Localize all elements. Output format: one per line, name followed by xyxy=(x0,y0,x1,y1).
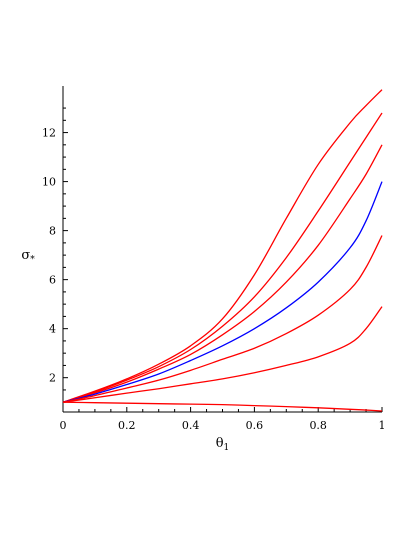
x-tick-label: 0.2 xyxy=(118,419,136,432)
x-tick-label: 0.8 xyxy=(309,419,327,432)
y-tick-label: 8 xyxy=(49,225,56,238)
y-tick-label: 6 xyxy=(49,274,56,287)
series-line-5 xyxy=(62,235,383,403)
y-axis-label: σ* xyxy=(21,248,35,265)
x-ticks: 0 0.2 0.4 0.6 0.8 1 xyxy=(60,407,386,432)
y-tick-label: 2 xyxy=(49,372,56,385)
series-line-3 xyxy=(62,144,383,403)
y-ticks: 2 4 6 8 10 12 xyxy=(42,107,68,403)
x-tick-label: 0 xyxy=(60,419,67,432)
x-tick-label: 1 xyxy=(379,419,386,432)
y-tick-label: 4 xyxy=(49,323,56,336)
x-axis-label-main: θ xyxy=(216,436,224,451)
series-line-4 xyxy=(62,181,383,403)
series-line-2 xyxy=(62,112,383,403)
series-line-6 xyxy=(62,306,383,403)
y-axis-label-main: σ xyxy=(21,248,30,263)
y-axis-label-sub: * xyxy=(30,255,35,265)
y-tick-label: 10 xyxy=(42,176,56,189)
series-group xyxy=(62,89,383,412)
x-tick-label: 0.6 xyxy=(246,419,264,432)
x-tick-label: 0.4 xyxy=(182,419,200,432)
series-line-7 xyxy=(62,401,383,412)
series-line-1 xyxy=(62,89,383,403)
y-tick-label: 12 xyxy=(42,127,56,140)
x-axis-label-sub: 1 xyxy=(224,443,230,453)
x-axis-label: θ1 xyxy=(216,436,230,453)
